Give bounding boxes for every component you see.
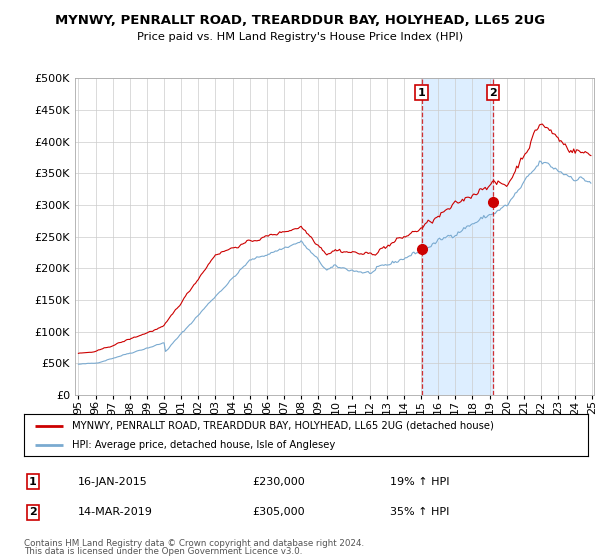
Text: 1: 1 — [418, 87, 425, 97]
Text: £230,000: £230,000 — [252, 477, 305, 487]
Text: 16-JAN-2015: 16-JAN-2015 — [78, 477, 148, 487]
Text: 35% ↑ HPI: 35% ↑ HPI — [390, 507, 449, 517]
Text: 2: 2 — [29, 507, 37, 517]
Text: This data is licensed under the Open Government Licence v3.0.: This data is licensed under the Open Gov… — [24, 547, 302, 556]
Bar — [422, 78, 493, 395]
Text: 1: 1 — [29, 477, 37, 487]
Text: HPI: Average price, detached house, Isle of Anglesey: HPI: Average price, detached house, Isle… — [72, 440, 335, 450]
Text: MYNWY, PENRALLT ROAD, TREARDDUR BAY, HOLYHEAD, LL65 2UG (detached house): MYNWY, PENRALLT ROAD, TREARDDUR BAY, HOL… — [72, 421, 494, 431]
Text: 14-MAR-2019: 14-MAR-2019 — [78, 507, 153, 517]
Text: Contains HM Land Registry data © Crown copyright and database right 2024.: Contains HM Land Registry data © Crown c… — [24, 539, 364, 548]
Text: MYNWY, PENRALLT ROAD, TREARDDUR BAY, HOLYHEAD, LL65 2UG: MYNWY, PENRALLT ROAD, TREARDDUR BAY, HOL… — [55, 14, 545, 27]
Text: 2: 2 — [489, 87, 497, 97]
Text: £305,000: £305,000 — [252, 507, 305, 517]
Text: Price paid vs. HM Land Registry's House Price Index (HPI): Price paid vs. HM Land Registry's House … — [137, 32, 463, 42]
Text: 19% ↑ HPI: 19% ↑ HPI — [390, 477, 449, 487]
